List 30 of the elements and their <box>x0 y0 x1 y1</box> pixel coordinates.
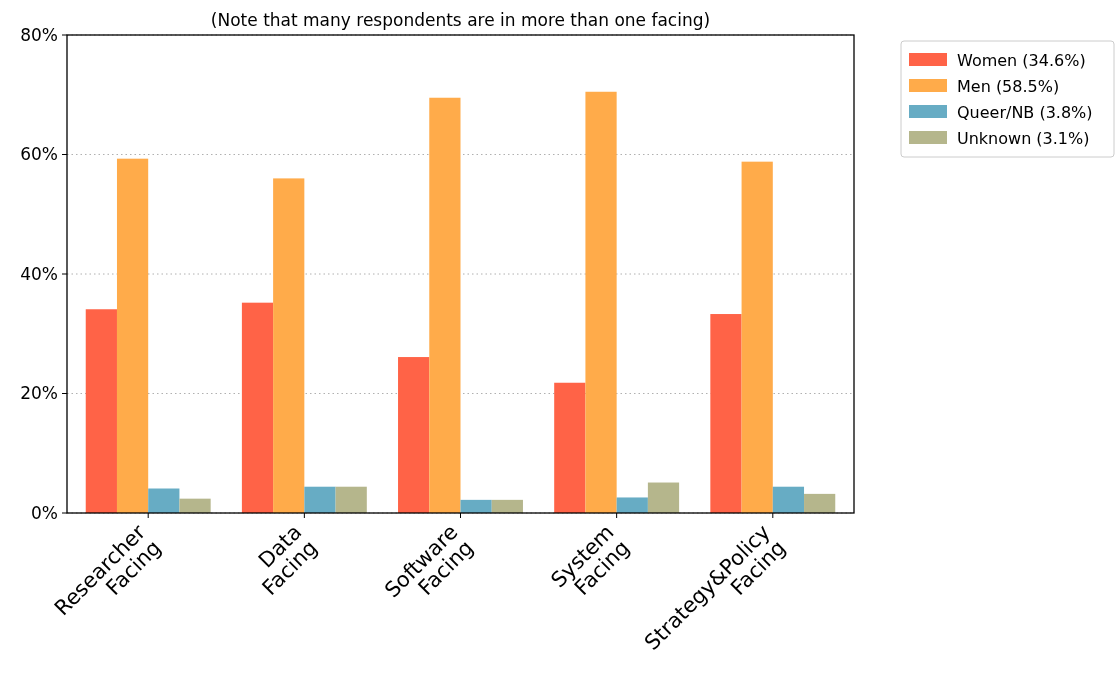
y-tick-label: 20% <box>20 383 58 404</box>
bar <box>179 498 211 513</box>
bar <box>616 497 648 513</box>
bar <box>491 499 523 513</box>
legend-label: Queer/NB (3.8%) <box>957 102 1093 122</box>
bar <box>116 158 149 513</box>
bar <box>429 97 461 513</box>
bar <box>148 488 180 513</box>
bar <box>85 309 117 513</box>
bar <box>710 314 742 513</box>
y-tick-label: 40% <box>20 263 58 284</box>
y-tick-label: 60% <box>20 144 58 165</box>
bar <box>772 486 805 513</box>
bar <box>460 499 492 513</box>
bar <box>273 178 305 513</box>
bar <box>585 91 617 513</box>
y-tick-label: 80% <box>20 24 58 45</box>
bar <box>241 302 274 513</box>
bar <box>304 486 336 513</box>
legend-label: Women (34.6%) <box>957 50 1086 70</box>
bar <box>554 382 586 513</box>
bar <box>398 357 430 513</box>
bar <box>335 486 367 513</box>
bar <box>741 161 773 513</box>
bar <box>647 482 680 513</box>
bar <box>804 493 836 513</box>
legend-label: Men (58.5%) <box>957 76 1060 96</box>
chart-title: (Note that many respondents are in more than one facing) <box>210 10 711 30</box>
legend-label: Unknown (3.1%) <box>957 128 1090 148</box>
y-tick-label: 0% <box>31 502 58 523</box>
